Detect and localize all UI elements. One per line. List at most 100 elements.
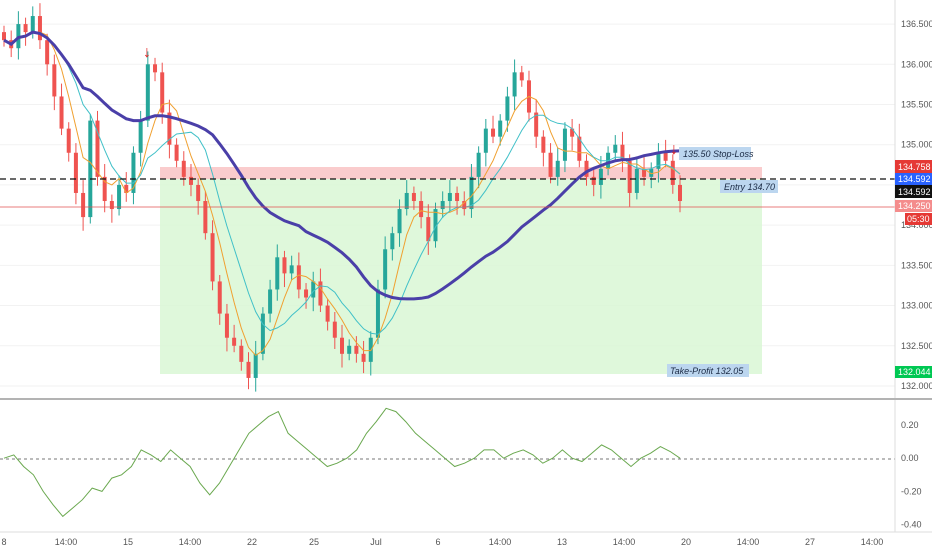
candle-body	[447, 192, 452, 202]
time-tick-label: 6	[435, 537, 440, 547]
stop-loss-zone	[160, 167, 762, 179]
candle-body	[2, 32, 6, 41]
price-tick-label: 132.500	[901, 341, 932, 351]
lower-level-badge-text: 134.250	[898, 201, 931, 211]
candle-body	[670, 160, 675, 185]
price-tick-label: 136.500	[901, 19, 932, 29]
candle-body	[440, 201, 445, 210]
sell-arrow-2: ↓	[670, 141, 678, 158]
candle-body	[455, 192, 460, 202]
time-tick-label: 27	[805, 537, 815, 547]
take-profit-label: Take-Profit 132.05	[670, 366, 744, 376]
candle-body	[37, 16, 42, 41]
price-tick-label: 135.500	[901, 100, 932, 110]
candle-body	[210, 233, 215, 282]
candle-body	[534, 112, 539, 137]
candle-body	[203, 201, 208, 234]
candle-body	[411, 192, 416, 202]
candle-body	[81, 192, 86, 218]
candle-body	[253, 353, 258, 378]
last-price-badge	[895, 185, 932, 198]
candle-body	[426, 217, 431, 242]
stop-badge	[895, 160, 932, 173]
candle-body	[73, 152, 78, 193]
candle-body	[548, 152, 553, 177]
stop-badge-text: 134.758	[898, 162, 931, 172]
candle-body	[59, 96, 64, 129]
time-axis[interactable]: 8 14:00 15 14:00 22 25 Jul 6 14:00 13 14:00 20 14:00…	[1, 537, 883, 547]
candle-body	[160, 72, 165, 113]
candle-body	[584, 160, 589, 177]
candle-body	[45, 40, 50, 65]
candle-body	[318, 281, 323, 306]
time-tick-label: 8	[1, 537, 6, 547]
candle-body	[462, 201, 467, 210]
candle-body	[642, 168, 647, 177]
current-badge	[895, 173, 932, 185]
time-tick-label: 14:00	[489, 537, 512, 547]
candle-body	[52, 64, 57, 97]
moving-average-fast	[3, 31, 681, 357]
candle-body	[570, 128, 575, 137]
candle-body	[196, 184, 201, 202]
take-profit-label-box	[667, 364, 749, 377]
candle-body	[397, 209, 402, 234]
oscillator-pane[interactable]: 0.20 0.00 -0.20 -0.40	[0, 400, 922, 532]
price-pane[interactable]: ↓ ↓ 135.50 Stop-Loss Entry 134.70 Take-P…	[0, 0, 932, 398]
candle-body	[634, 168, 639, 193]
osc-tick-label: 0.00	[901, 453, 919, 463]
candle-body	[282, 257, 287, 274]
stop-loss-label: 135.50 Stop-Loss	[683, 149, 754, 159]
candle-body	[66, 128, 71, 153]
candle-body	[419, 201, 424, 218]
candle-body	[663, 152, 668, 161]
candle-body	[577, 136, 582, 161]
time-tick-label: 15	[123, 537, 133, 547]
candle-body	[469, 176, 474, 210]
price-tick-label: 133.000	[901, 301, 932, 311]
time-tick-label: 25	[309, 537, 319, 547]
take-profit-badge	[895, 366, 932, 378]
time-tick-label: 14:00	[179, 537, 202, 547]
candle-body	[124, 184, 129, 193]
last-price-badge-text: 134.592	[898, 187, 931, 197]
candle-body	[109, 201, 114, 210]
price-tick-label: 135.000	[901, 140, 932, 150]
candle-body	[246, 361, 251, 378]
candle-body	[375, 289, 380, 338]
osc-tick-label: -0.40	[901, 520, 922, 530]
candle-body	[591, 176, 596, 185]
osc-tick-label: 0.20	[901, 420, 919, 430]
price-tick-label: 134.000	[901, 220, 932, 230]
candle-body	[519, 72, 524, 81]
time-tick-label: Jul	[370, 537, 382, 547]
candle-body	[483, 128, 488, 153]
moving-average-slow	[3, 30, 681, 301]
candle-body	[332, 321, 337, 338]
candle-body	[268, 289, 273, 314]
candle-body	[649, 168, 654, 177]
candle-body	[23, 24, 28, 33]
entry-label: Entry 134.70	[724, 182, 775, 192]
candle-body	[153, 64, 158, 73]
price-tick-label: 132.000	[901, 381, 932, 391]
candle-body	[325, 305, 330, 322]
candle-body	[102, 176, 107, 202]
candle-body	[555, 160, 560, 177]
time-tick-label: 14:00	[861, 537, 884, 547]
candle-body	[145, 64, 150, 121]
candle-body	[562, 128, 567, 161]
candle-body	[678, 184, 682, 202]
candle-body	[131, 152, 136, 193]
time-tick-label: 20	[681, 537, 691, 547]
candle-body	[188, 176, 193, 185]
lower-level-badge	[895, 200, 932, 212]
candle-body	[404, 192, 409, 210]
candle-body	[167, 112, 172, 145]
candle-body	[30, 16, 35, 33]
time-tick-label: 13	[557, 537, 567, 547]
sell-arrow-1: ↓	[143, 44, 151, 61]
time-tick-label: 14:00	[55, 537, 78, 547]
candle-body	[88, 120, 93, 218]
